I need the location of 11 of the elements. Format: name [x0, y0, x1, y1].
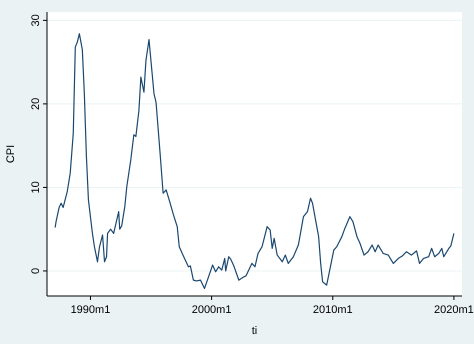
- y-tick-label: 30: [30, 14, 42, 26]
- x-tick-label: 2010m1: [312, 304, 353, 316]
- x-tick-label: 2000m1: [192, 304, 232, 316]
- y-tick-label: 10: [30, 181, 42, 194]
- x-tick-label: 1990m1: [70, 304, 110, 316]
- y-axis-title: CPI: [5, 144, 17, 164]
- y-tick-label: 20: [30, 98, 42, 110]
- y-tick-label: 0: [30, 268, 42, 274]
- x-tick-label: 2020m1: [434, 304, 474, 316]
- x-axis-title: ti: [252, 325, 258, 337]
- line-series: [54, 33, 455, 290]
